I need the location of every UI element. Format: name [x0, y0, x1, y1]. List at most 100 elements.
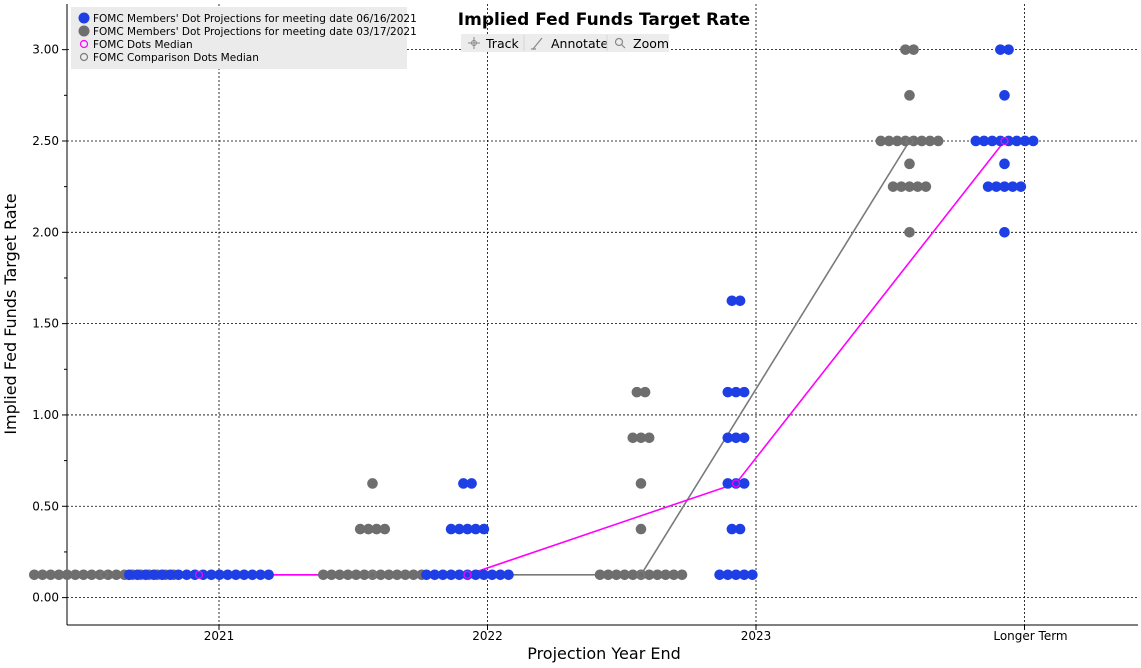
dot-comparison-2022 [342, 569, 354, 581]
median-point-current-longer-term [1000, 136, 1009, 146]
dot-comparison-2022 [367, 478, 378, 489]
legend-label-comparison-dots: FOMC Members' Dot Projections for meetin… [93, 26, 417, 38]
dot-comparison-2022 [375, 569, 387, 581]
dot-current-2021 [214, 569, 225, 581]
dot-comparison-2023 [635, 432, 647, 444]
dot-current-2021 [238, 569, 250, 581]
legend-item-comparison-dots[interactable]: FOMC Members' Dot Projections for meetin… [78, 25, 417, 39]
dot-current-2022 [495, 569, 506, 581]
dot-current-2021 [181, 569, 192, 581]
dot-current-longer-term [999, 158, 1010, 170]
dot-current-2023 [722, 432, 734, 444]
dot-current-2023 [734, 523, 746, 535]
dot-current-2021 [263, 569, 275, 581]
dot-comparison-longer-term [896, 181, 907, 192]
dot-current-longer-term [1007, 181, 1018, 192]
dot-current-longer-term [1015, 181, 1027, 192]
dot-comparison-2022 [408, 569, 419, 581]
dot-current-2023 [734, 295, 746, 307]
legend-label-comparison-median: FOMC Comparison Dots Median [93, 52, 259, 64]
x-tick-label-2021: 2021 [204, 629, 235, 643]
dot-comparison-2021 [86, 569, 97, 581]
pencil-icon [531, 37, 543, 50]
x-axis-ticks: 2021 2022 2023 Longer Term [204, 625, 1068, 643]
dot-comparison-longer-term [904, 227, 915, 238]
dot-comparison-longer-term [908, 44, 919, 55]
dot-comparison-2023 [594, 569, 606, 581]
y-tick-label: 0.50 [32, 499, 59, 513]
y-axis-ticks: 0.00 0.50 1.00 1.50 2.00 2.50 3.00 [32, 43, 67, 605]
dot-comparison-2023 [619, 569, 630, 581]
median-markers [99, 136, 1009, 579]
zoom-button[interactable]: Zoom [614, 36, 670, 51]
dot-comparison-2023 [639, 386, 651, 398]
dot-comparison-2022 [371, 523, 382, 535]
dot-current-2023 [722, 386, 734, 398]
dot-current-2021 [165, 569, 176, 581]
legend-item-comparison-median[interactable]: FOMC Comparison Dots Median [79, 52, 259, 64]
dot-current-2021 [140, 569, 151, 581]
dot-current-2021 [189, 569, 201, 581]
chart-title: Implied Fed Funds Target Rate [458, 10, 750, 30]
dot-current-2023 [730, 569, 742, 581]
dot-comparison-2023 [627, 432, 639, 444]
annotate-button[interactable]: Annotate [531, 36, 609, 51]
dot-current-2021 [230, 569, 242, 581]
dot-comparison-2023 [643, 569, 655, 581]
legend-item-dots-median[interactable]: FOMC Dots Median [79, 39, 193, 51]
dot-comparison-longer-term [904, 90, 915, 101]
median-point-current-2022 [463, 570, 472, 579]
dot-current-2021 [206, 569, 217, 581]
dot-current-2022 [470, 569, 482, 581]
dot-comparison-2023 [660, 569, 671, 581]
dot-current-2022 [462, 523, 473, 535]
dot-comparison-longer-term [912, 181, 923, 192]
dot-comparison-2021 [70, 569, 81, 581]
legend-swatch-comparison-dots [78, 25, 90, 37]
dot-comparison-2021 [53, 569, 65, 581]
dot-current-longer-term [999, 181, 1010, 192]
y-tick-label: 0.00 [32, 591, 59, 605]
dot-current-2023 [726, 295, 738, 307]
dot-comparison-longer-term [904, 158, 915, 170]
dot-current-2021 [173, 569, 184, 581]
median-point-current-2021 [194, 570, 204, 579]
dot-current-2021 [148, 569, 160, 581]
dot-current-2022 [478, 523, 490, 535]
dot-current-2021 [156, 569, 168, 581]
dot-current-2022 [470, 523, 482, 535]
median-point-comparison-longer-term [905, 136, 914, 146]
legend: FOMC Members' Dot Projections for meetin… [71, 7, 417, 69]
annotate-label: Annotate [551, 36, 609, 51]
dot-current-2022 [503, 569, 514, 581]
dot-comparison-2022 [391, 569, 403, 581]
dot-current-longer-term [982, 181, 994, 192]
dot-current-2023 [722, 569, 734, 581]
dot-current-2022 [466, 478, 477, 489]
median-point-comparison-2022 [368, 570, 377, 579]
dot-current-2022 [454, 569, 465, 581]
median-point-current-2023 [731, 479, 741, 488]
median-point-comparison-2023 [636, 570, 646, 579]
x-tick-label-2023: 2023 [741, 629, 772, 643]
dot-current-longer-term [1019, 135, 1031, 147]
x-tick-label-longer-term: Longer Term [993, 629, 1067, 643]
dot-comparison-longer-term [900, 44, 911, 55]
dot-comparison-2023 [668, 569, 680, 581]
dot-comparison-2023 [676, 569, 688, 581]
dot-current-2023 [726, 523, 738, 535]
track-button[interactable]: Track [468, 36, 519, 51]
dot-comparison-2021 [94, 569, 106, 581]
grid-lines [67, 4, 1138, 625]
legend-item-current-dots[interactable]: FOMC Members' Dot Projections for meetin… [78, 12, 417, 26]
dot-comparison-longer-term [887, 181, 899, 192]
dot-comparison-2022 [334, 569, 346, 581]
dot-comparison-2021 [37, 569, 48, 581]
dot-current-2023 [747, 569, 758, 581]
dot-comparison-2022 [363, 523, 374, 535]
dot-comparison-2023 [627, 569, 639, 581]
dot-comparison-2023 [631, 386, 643, 398]
dot-current-longer-term [970, 135, 982, 147]
dot-comparison-longer-term [920, 181, 932, 192]
